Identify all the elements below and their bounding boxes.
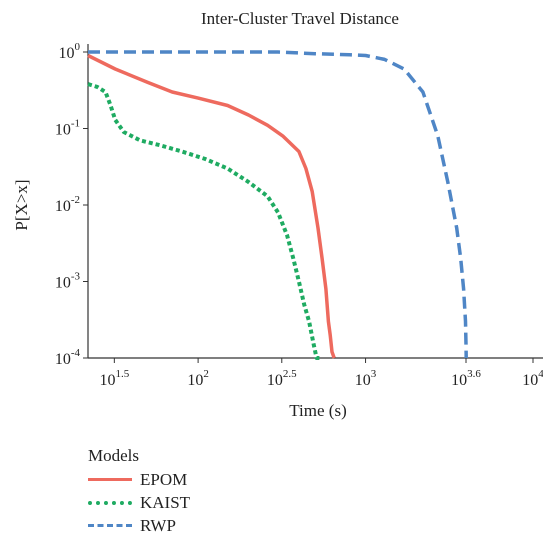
legend-label-rwp: RWP — [140, 515, 176, 535]
y-tick-label: 10-1 — [55, 118, 80, 139]
x-axis-ticks: 101.5 102 102.5 103 103.6 104 — [99, 358, 543, 389]
x-tick-label: 103.6 — [451, 368, 481, 389]
legend-item-epom: EPOM — [88, 468, 190, 491]
y-axis-label: P[X>x] — [12, 179, 31, 230]
legend-swatch-epom — [88, 478, 132, 481]
series-line-rwp — [88, 50, 468, 359]
x-tick-label: 102.5 — [267, 368, 297, 389]
y-tick-label: 10-2 — [55, 194, 80, 215]
x-tick-label: 101.5 — [99, 368, 129, 389]
x-tick-label: 103 — [355, 368, 377, 389]
legend-title: Models — [88, 446, 139, 465]
chart-title: Inter-Cluster Travel Distance — [201, 9, 399, 28]
x-axis-label: Time (s) — [289, 401, 346, 420]
x-tick-label: 104 — [522, 368, 543, 389]
legend: Models EPOM KAIST RWP — [88, 446, 190, 537]
plot-axes — [87, 44, 543, 359]
legend-swatch-rwp — [88, 524, 132, 527]
x-tick-label: 102 — [187, 368, 209, 389]
plot-lines — [87, 50, 468, 360]
y-tick-label: 10-4 — [55, 347, 81, 368]
series-line-epom — [87, 53, 336, 359]
legend-swatch-kaist — [88, 500, 132, 505]
y-tick-label: 100 — [59, 41, 81, 62]
legend-item-kaist: KAIST — [88, 491, 190, 514]
y-axis-ticks: 100 10-1 10-2 10-3 10-4 — [55, 41, 88, 368]
y-tick-label: 10-3 — [55, 271, 81, 292]
legend-label-epom: EPOM — [140, 469, 188, 489]
legend-item-rwp: RWP — [88, 514, 190, 537]
series-line-kaist — [87, 82, 320, 360]
legend-label-kaist: KAIST — [140, 492, 191, 512]
